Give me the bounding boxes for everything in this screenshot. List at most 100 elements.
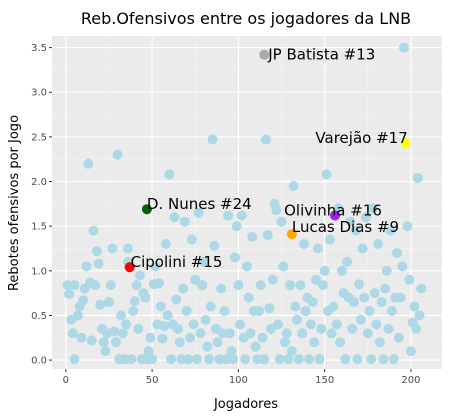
y-tick-label: 1.5	[31, 222, 47, 233]
data-point	[260, 134, 271, 145]
data-point	[321, 169, 332, 180]
data-point	[122, 243, 133, 254]
data-point	[314, 354, 325, 365]
y-tick-label: 2.5	[31, 132, 47, 143]
data-point	[188, 319, 199, 330]
point-label: Varejão #17	[315, 129, 407, 147]
data-point	[147, 354, 158, 365]
y-tick-label: 3.0	[31, 88, 47, 99]
data-point	[336, 265, 347, 276]
y-tick-label: 0.5	[31, 311, 47, 322]
data-point	[69, 280, 80, 291]
data-point	[348, 297, 359, 308]
data-point	[366, 354, 377, 365]
data-point	[174, 337, 185, 348]
data-point	[381, 265, 392, 276]
data-point	[198, 256, 209, 267]
data-point	[307, 297, 318, 308]
data-point	[297, 328, 308, 339]
data-point	[271, 205, 282, 216]
data-point	[197, 280, 208, 291]
x-tick-label: 50	[146, 375, 159, 386]
data-point	[259, 354, 270, 365]
data-point	[278, 261, 289, 272]
y-axis-ticks: 0.0 0.5 1.0 1.5 2.0 2.5 3.0 3.5	[31, 43, 52, 367]
data-point	[409, 301, 420, 312]
data-point	[247, 231, 258, 242]
data-point	[281, 328, 292, 339]
data-point	[388, 354, 399, 365]
data-point	[217, 328, 228, 339]
data-point	[383, 323, 394, 334]
data-point	[135, 270, 146, 281]
point-label: Lucas Dias #9	[292, 218, 399, 236]
data-point	[185, 332, 196, 343]
data-point	[229, 252, 240, 263]
data-point	[105, 280, 116, 291]
data-point	[374, 337, 385, 348]
data-point	[95, 299, 106, 310]
data-point	[288, 180, 299, 191]
data-point	[240, 354, 251, 365]
data-point	[300, 305, 311, 316]
data-point	[91, 246, 102, 257]
point-labels: JP Batista #13 Varejão #17 D. Nunes #24 Oli…	[131, 46, 408, 271]
data-point	[309, 337, 320, 348]
x-tick-label: 0	[63, 375, 69, 386]
data-point	[402, 221, 413, 232]
data-point	[242, 261, 252, 272]
data-point	[293, 354, 304, 365]
data-point	[150, 261, 161, 272]
highlight-point	[124, 262, 135, 273]
data-point	[103, 297, 114, 308]
data-point	[359, 292, 370, 303]
data-point	[121, 319, 132, 330]
x-tick-label: 200	[401, 375, 420, 386]
data-point	[245, 328, 256, 339]
data-point	[276, 216, 287, 227]
data-point	[133, 323, 144, 334]
data-point	[209, 240, 220, 251]
data-point	[362, 328, 373, 339]
data-point	[231, 221, 242, 232]
data-point	[286, 346, 297, 357]
data-point	[371, 319, 382, 330]
data-point	[311, 274, 322, 285]
data-point	[262, 230, 273, 241]
data-point	[367, 203, 378, 214]
data-point	[219, 305, 230, 316]
y-tick-label: 1.0	[31, 266, 47, 277]
data-point	[412, 172, 423, 183]
data-point	[252, 354, 263, 365]
data-point	[279, 337, 290, 348]
data-point	[145, 332, 156, 343]
data-point	[190, 274, 201, 285]
data-point	[119, 354, 130, 365]
data-point	[169, 212, 180, 223]
highlight-point	[286, 229, 297, 240]
data-point	[235, 319, 246, 330]
data-point	[292, 314, 303, 325]
point-label: JP Batista #13	[267, 46, 375, 64]
data-point	[385, 225, 396, 236]
data-point	[392, 247, 403, 258]
data-point	[317, 280, 328, 291]
data-point	[228, 354, 239, 365]
chart-title: Reb.Ofensivos entre os jogadores da LNB	[81, 9, 411, 28]
data-point	[411, 323, 422, 334]
data-point	[378, 354, 389, 365]
data-point	[395, 292, 406, 303]
data-point	[83, 158, 94, 169]
data-point	[216, 283, 227, 294]
data-points	[62, 42, 427, 365]
data-point	[414, 310, 425, 321]
data-point	[355, 314, 366, 325]
data-point	[354, 279, 365, 290]
data-point	[90, 280, 101, 291]
data-point	[117, 328, 128, 339]
data-point	[404, 274, 415, 285]
data-point	[226, 346, 237, 357]
data-point	[342, 256, 353, 267]
data-point	[69, 354, 80, 365]
